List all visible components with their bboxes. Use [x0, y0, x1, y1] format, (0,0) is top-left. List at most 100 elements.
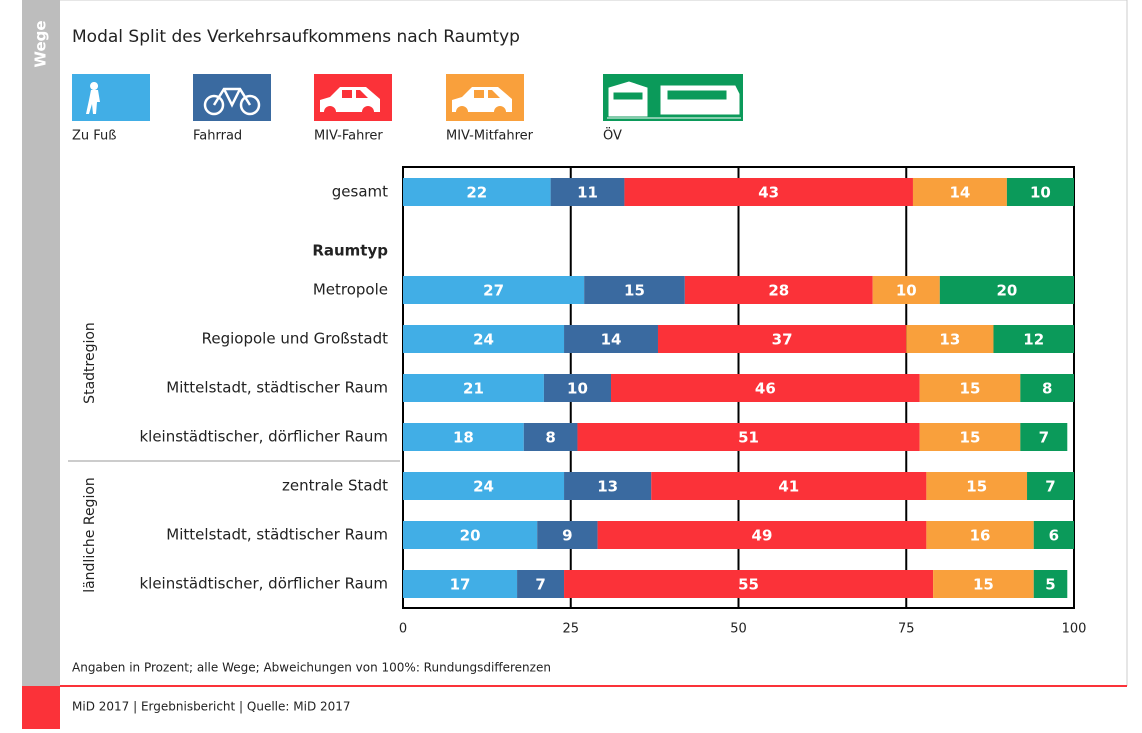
row-label: Mittelstadt, städtischer Raum	[166, 379, 388, 397]
x-tick-label: 0	[399, 622, 407, 637]
value-label: 9	[562, 527, 572, 545]
row-label: kleinstädtischer, dörflicher Raum	[139, 575, 388, 593]
row-label: kleinstädtischer, dörflicher Raum	[139, 428, 388, 446]
legend-icon	[320, 87, 380, 112]
bar-segment	[919, 423, 1021, 451]
x-tick-label: 50	[730, 622, 747, 637]
value-label: 15	[960, 429, 981, 447]
value-label: 10	[1030, 184, 1051, 202]
bar-segment	[1033, 521, 1074, 549]
bar-segment	[403, 423, 524, 451]
value-label: 18	[453, 429, 474, 447]
bar-segment	[403, 472, 565, 500]
bar-segment	[1027, 472, 1074, 500]
value-label: 13	[939, 331, 960, 349]
bar-segment	[403, 570, 518, 598]
row-label: Regiopole und Großstadt	[202, 330, 389, 348]
bar-segment	[564, 472, 652, 500]
legend-icon	[452, 87, 512, 112]
value-label: 8	[1042, 380, 1052, 398]
bar-segment	[993, 325, 1074, 353]
value-label: 8	[545, 429, 555, 447]
value-label: 14	[601, 331, 622, 349]
bar-segment	[403, 276, 585, 304]
bar-segment	[1020, 423, 1068, 451]
legend-icon	[86, 82, 100, 114]
legend-swatch	[72, 74, 150, 121]
bar-segment	[403, 521, 538, 549]
value-label: 24	[473, 478, 494, 496]
bar-segment	[906, 325, 994, 353]
value-label: 21	[463, 380, 484, 398]
value-label: 24	[473, 331, 494, 349]
value-label: 46	[755, 380, 776, 398]
bar-segment	[1020, 374, 1074, 402]
value-label: 51	[738, 429, 759, 447]
bar-segment	[933, 570, 1034, 598]
bar-segment	[550, 178, 625, 206]
bar-segment	[926, 521, 1034, 549]
bar-segment	[517, 570, 565, 598]
bar-segment	[564, 325, 658, 353]
legend-label: MIV-Fahrer	[314, 129, 383, 144]
bar-segment	[912, 178, 1007, 206]
group-heading: Raumtyp	[312, 242, 388, 260]
value-label: 15	[973, 576, 994, 594]
legend-label: Fahrrad	[193, 129, 242, 144]
row-label: Metropole	[313, 281, 388, 299]
value-label: 17	[450, 576, 471, 594]
value-label: 12	[1023, 331, 1044, 349]
x-tick-label: 100	[1062, 622, 1087, 637]
group-label: ländliche Region	[82, 477, 98, 593]
legend-swatch	[193, 74, 271, 121]
legend-icon	[607, 81, 741, 119]
bar-segment	[1006, 178, 1074, 206]
row-label: Mittelstadt, städtischer Raum	[166, 526, 388, 544]
value-label: 55	[738, 576, 759, 594]
value-label: 41	[778, 478, 799, 496]
value-label: 28	[768, 282, 789, 300]
bar-segment	[624, 178, 913, 206]
legend-label: ÖV	[603, 127, 622, 144]
x-tick-label: 75	[898, 622, 915, 637]
bar-segment	[403, 374, 544, 402]
bar-segment	[537, 521, 598, 549]
row-label: gesamt	[332, 183, 388, 201]
bar-segment	[577, 423, 920, 451]
value-label: 37	[772, 331, 793, 349]
x-tick-label: 25	[562, 622, 579, 637]
value-label: 22	[466, 184, 487, 202]
side-label: Wege	[32, 20, 50, 67]
value-label: 7	[535, 576, 545, 594]
bar-segment	[403, 325, 565, 353]
note: Angaben in Prozent; alle Wege; Abweichun…	[72, 661, 551, 675]
value-label: 11	[577, 184, 598, 202]
value-label: 15	[960, 380, 981, 398]
value-label: 15	[966, 478, 987, 496]
value-label: 5	[1045, 576, 1055, 594]
side-strip	[22, 0, 60, 686]
legend-icon	[203, 87, 261, 116]
bar-segment	[657, 325, 907, 353]
side-accent	[22, 686, 60, 729]
bar-segment	[926, 472, 1028, 500]
bar-segment	[872, 276, 940, 304]
value-label: 49	[752, 527, 773, 545]
value-label: 27	[483, 282, 504, 300]
value-label: 7	[1039, 429, 1049, 447]
bar-segment	[597, 521, 927, 549]
bar-segment	[543, 374, 612, 402]
value-label: 43	[758, 184, 779, 202]
legend-label: Zu Fuß	[72, 129, 116, 144]
bar-segment	[939, 276, 1074, 304]
value-label: 13	[597, 478, 618, 496]
value-label: 10	[567, 380, 588, 398]
bar-segment	[564, 570, 934, 598]
bar-segment	[684, 276, 873, 304]
value-label: 14	[949, 184, 970, 202]
bar-segment	[651, 472, 927, 500]
group-label: Stadtregion	[82, 322, 98, 404]
chart-title: Modal Split des Verkehrsaufkommens nach …	[72, 27, 520, 47]
